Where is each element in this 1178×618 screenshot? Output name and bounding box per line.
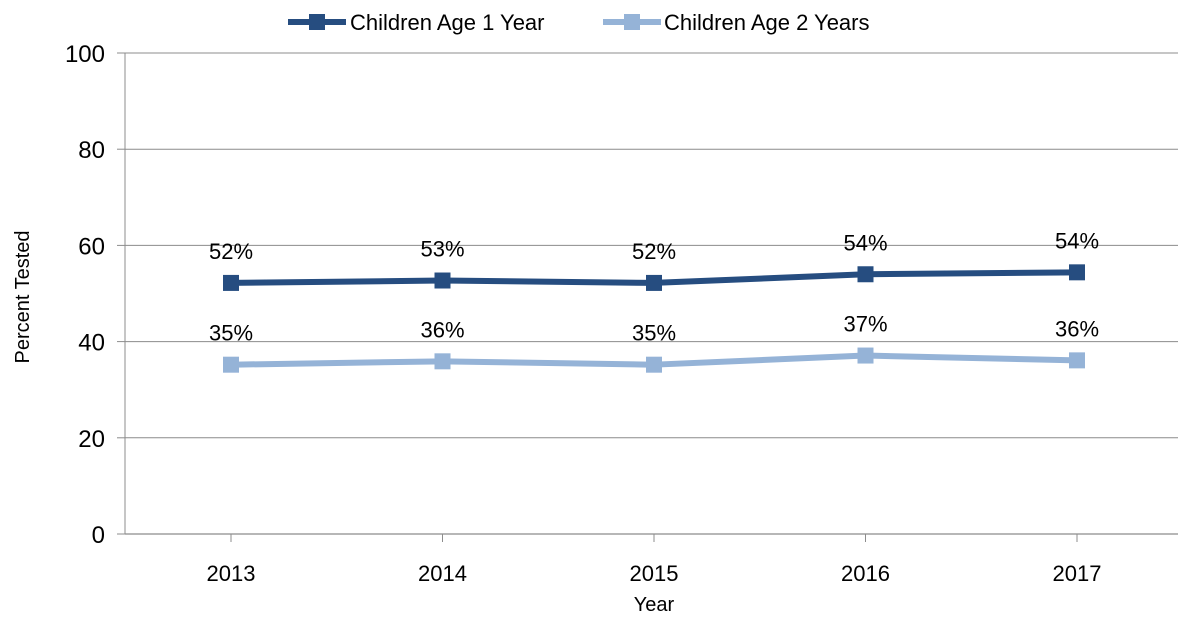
x-tick-label: 2017 [1053, 561, 1102, 586]
series-point [1069, 264, 1085, 281]
data-labels: 52% 53% 52% 54% 54% 35% 36% 35% 37% 36% [209, 228, 1099, 345]
series-point [646, 274, 662, 291]
x-tick-label: 2014 [418, 561, 467, 586]
y-axis-title: Percent Tested [12, 230, 34, 363]
series-group [223, 264, 1085, 373]
legend-marker [624, 14, 640, 30]
y-tick-label: 20 [78, 426, 105, 453]
y-tick-label: 80 [78, 137, 105, 164]
data-label: 54% [1055, 228, 1099, 253]
data-label: 35% [209, 321, 253, 346]
y-tick-label: 100 [65, 41, 105, 68]
data-label: 54% [843, 230, 887, 255]
axes: 0 20 40 60 80 100 2013 2014 2015 2016 2017 [65, 41, 1178, 586]
series-point [857, 266, 874, 283]
legend-label: Children Age 2 Years [664, 10, 870, 35]
data-label: 36% [420, 317, 464, 342]
y-tick-label: 40 [78, 330, 105, 357]
series-point [223, 356, 239, 373]
grid-lines [125, 52, 1178, 439]
y-tick-label: 0 [92, 522, 105, 549]
x-tick-label: 2016 [841, 561, 890, 586]
series-point [434, 353, 451, 370]
series-point [434, 272, 451, 289]
series-point [1069, 352, 1085, 369]
x-tick-label: 2015 [630, 561, 679, 586]
y-tick-label: 60 [78, 233, 105, 260]
x-axis-title: Year [634, 594, 675, 616]
x-tick-label: 2013 [207, 561, 256, 586]
data-label: 35% [632, 321, 676, 346]
data-label: 53% [420, 237, 464, 262]
series-point [646, 356, 662, 373]
series-point [223, 274, 239, 291]
legend-marker [309, 14, 325, 30]
data-label: 52% [632, 239, 676, 264]
data-label: 36% [1055, 316, 1099, 341]
data-label: 52% [209, 239, 253, 264]
legend: Children Age 1 Year Children Age 2 Years [288, 10, 870, 35]
data-label: 37% [843, 312, 887, 337]
series-point [857, 347, 874, 364]
legend-label: Children Age 1 Year [350, 10, 545, 35]
